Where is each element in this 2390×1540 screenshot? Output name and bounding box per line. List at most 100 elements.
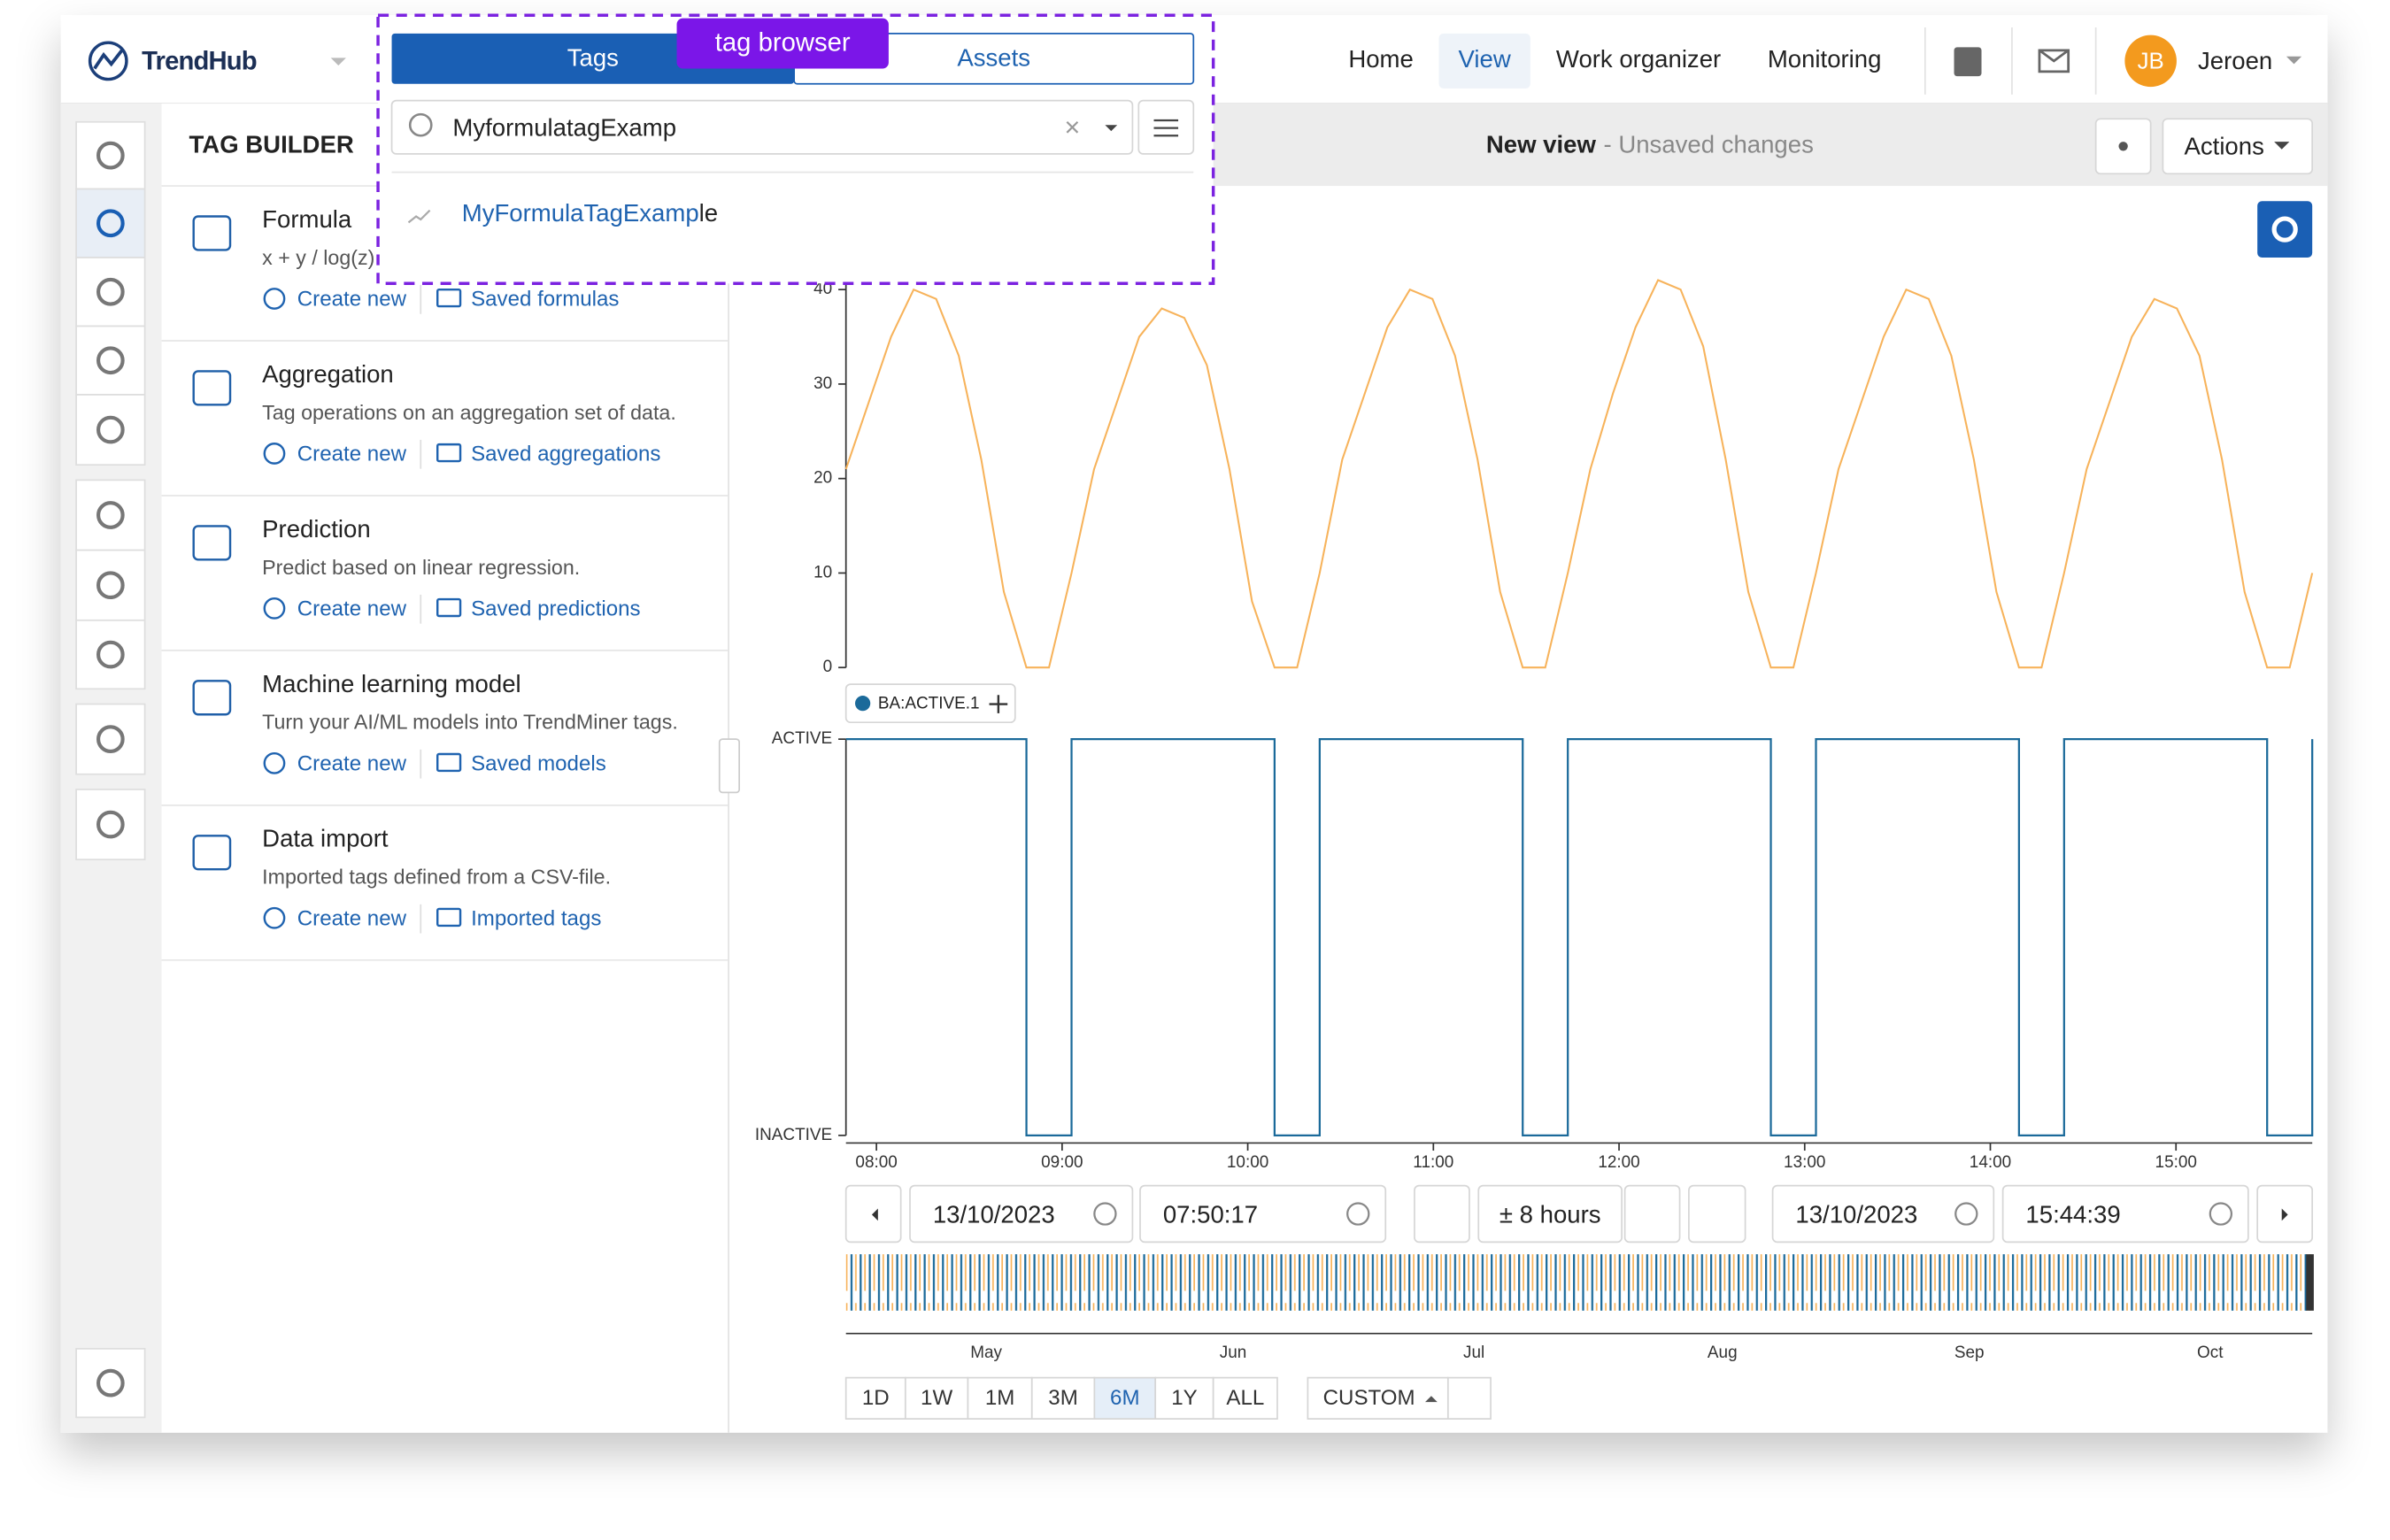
item-title: Formula [262,205,352,233]
custom-label: CUSTOM [1323,1386,1415,1410]
x-tick-label: 08:00 [855,1153,897,1172]
zoom-label: 3M [1048,1386,1077,1410]
item-title: Data import [262,825,389,852]
create-icon [263,443,286,465]
user-name[interactable]: Jeroen [2198,47,2272,74]
saved-link[interactable]: Imported tags [471,906,601,930]
trend-line [844,279,2314,669]
zoom-label: 1Y [1171,1386,1197,1410]
nav-item[interactable]: Monitoring [1768,45,1882,73]
item-icon [192,835,232,871]
rail-button[interactable] [75,120,146,190]
end-time-input[interactable] [2001,1184,2249,1244]
create-link[interactable]: Create new [297,906,407,930]
item-title: Machine learning model [262,670,520,697]
rail-icon [96,209,125,238]
create-icon [263,288,286,310]
saved-icon [436,752,462,773]
create-link[interactable]: Create new [297,288,407,312]
rail-button[interactable] [75,325,146,396]
help-icon[interactable] [1954,47,1982,77]
actions-caret [2274,142,2290,150]
rail-icon [96,725,125,753]
y-tick-label: INACTIVE [755,1126,832,1144]
avatar[interactable] [2124,35,2177,88]
start-time-input[interactable] [1139,1184,1387,1244]
overview-strip[interactable] [845,1254,2313,1311]
zoom-label: 6M [1110,1386,1139,1410]
result-icon [407,209,431,224]
create-icon [263,906,286,929]
lock-button[interactable] [1623,1184,1681,1244]
rail-button[interactable] [75,257,146,327]
search-result[interactable]: MyFormulaTagExample [462,199,718,227]
legend-chip[interactable] [844,683,1016,724]
field-icon [1346,1202,1370,1226]
clear-icon[interactable] [1066,120,1079,134]
resize-handle[interactable] [718,738,741,794]
rail-button[interactable] [75,394,146,466]
zoom-button[interactable] [844,1376,906,1420]
nav-item[interactable]: Work organizer [1556,45,1721,73]
logo-text: TrendHub [142,47,257,75]
rail-button[interactable] [75,549,146,621]
legend-label: BA:ACTIVE.1 [878,695,980,713]
zoom-label: 1M [985,1386,1014,1410]
move-icon [989,695,1008,713]
rail-icon [96,277,125,306]
rail-button[interactable] [75,619,146,690]
user-caret [2286,56,2302,65]
item-icon [192,370,232,406]
saved-link[interactable]: Saved aggregations [471,443,660,466]
chart-settings[interactable] [2257,201,2313,258]
zoom-button[interactable] [1212,1376,1278,1420]
history-button[interactable] [1688,1184,1746,1244]
saved-link[interactable]: Saved models [471,751,606,775]
saved-link[interactable]: Saved formulas [471,288,619,312]
zoom-button[interactable] [1030,1376,1096,1420]
item-description: Predict based on linear regression. [262,556,580,579]
create-link[interactable]: Create new [297,597,407,620]
end-date-input[interactable] [1771,1184,1995,1244]
zoom-button[interactable] [967,1376,1033,1420]
rail-button[interactable] [75,703,146,775]
search-input[interactable] [390,99,1134,155]
saved-link[interactable]: Saved predictions [471,597,641,620]
rail-button[interactable] [75,188,146,258]
rail-button[interactable] [75,789,146,861]
y-tick-label: 0 [823,658,833,676]
create-link[interactable]: Create new [297,443,407,466]
end-time: 15:44:39 [2025,1200,2120,1228]
chart-type-button[interactable] [1414,1184,1470,1244]
create-icon [263,597,286,620]
zoom-button[interactable] [1093,1376,1157,1420]
create-link[interactable]: Create new [297,751,407,775]
rail-icon [96,141,125,170]
logo-caret [330,58,346,66]
custom-button[interactable] [1307,1376,1449,1420]
custom-icon-button[interactable] [1446,1376,1492,1420]
duration-input[interactable] [1477,1184,1623,1244]
rail-button[interactable] [75,1348,146,1419]
x-tick-label: 14:00 [1970,1153,2011,1172]
rail-icon [96,640,125,669]
start-date-input[interactable] [909,1184,1134,1244]
saved-icon [436,597,462,618]
field-icon [2209,1202,2233,1226]
view-status: - Unsaved changes [1604,131,1814,158]
search-caret [1105,125,1118,132]
overview-handle[interactable] [2306,1254,2314,1311]
rail-icon [96,346,125,375]
mail-icon[interactable] [2038,49,2070,73]
nav-item[interactable]: Home [1348,45,1413,73]
rail-icon [96,1368,125,1398]
rail-button[interactable] [75,479,146,551]
custom-caret [1425,1396,1438,1403]
month-label: Jun [1220,1344,1247,1362]
nav-item[interactable]: View [1459,45,1511,73]
y-tick-label: ACTIVE [772,729,832,748]
result-match: MyFormulaTagExamp [462,199,699,227]
y-tick-label: 30 [813,374,832,393]
actions-button[interactable] [2162,118,2314,175]
